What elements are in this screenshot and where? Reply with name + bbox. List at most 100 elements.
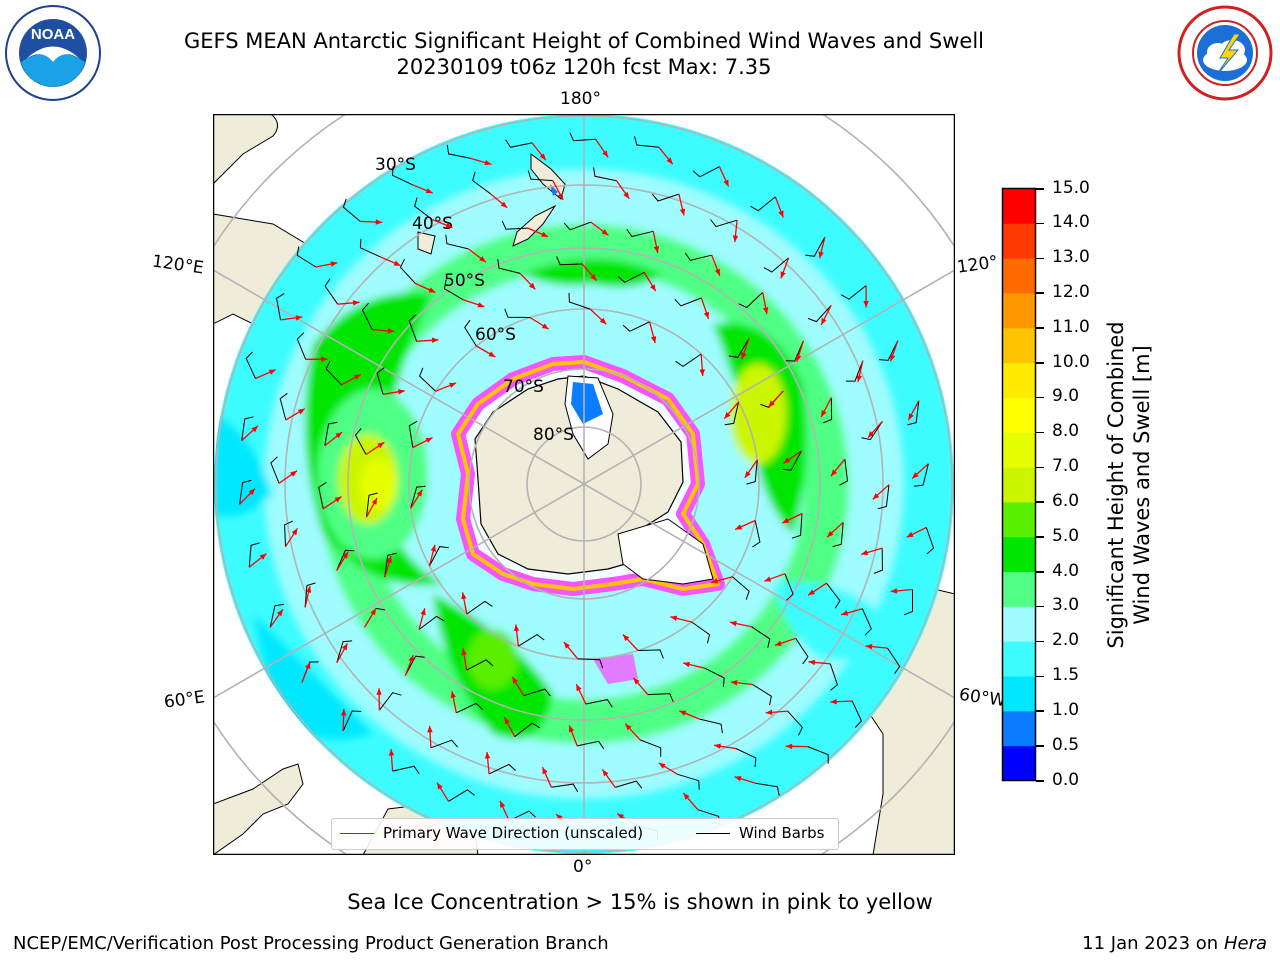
wind-barb	[577, 658, 604, 669]
wind-barb	[428, 546, 449, 567]
wind-barb	[446, 144, 471, 159]
wind-barb	[846, 360, 864, 382]
colorbar-segment	[1002, 432, 1036, 468]
wave-direction-arrowhead	[420, 608, 426, 616]
wave-direction-arrowhead	[484, 752, 491, 759]
wind-barb	[851, 700, 863, 728]
wave-direction-arrowhead	[375, 219, 383, 225]
wind-barb	[877, 484, 890, 510]
noaa-logo-text: NOAA	[31, 26, 75, 43]
wind-barb	[514, 722, 541, 738]
wind-barb	[873, 548, 883, 574]
wave-direction-arrowhead	[539, 153, 546, 161]
wave-direction-arrowhead	[248, 488, 255, 496]
colorbar-tick-mark	[1036, 536, 1044, 538]
colorbar-tick-mark	[1036, 605, 1044, 608]
wave-direction-arrowhead	[488, 351, 496, 357]
wave-direction-arrowhead	[335, 432, 343, 439]
wind-barb	[284, 520, 294, 547]
date-host: Hera	[1223, 933, 1267, 954]
wind-barb	[791, 513, 803, 539]
wave-direction-arrowhead	[542, 767, 548, 775]
wave-direction-arrowhead	[768, 400, 775, 408]
wave-direction-arrowhead	[576, 684, 582, 692]
wind-barb	[832, 522, 844, 548]
wind-barb	[887, 647, 901, 674]
wave-direction-arrowhead	[376, 688, 382, 695]
lat-label-30s: 30°S	[375, 155, 416, 175]
wind-barb	[518, 633, 545, 647]
wind-barb	[296, 332, 307, 360]
wind-barb	[617, 271, 645, 283]
wave-direction-arrowhead	[623, 191, 630, 199]
wave-direction-arrowhead	[427, 725, 433, 733]
polar-map: 30°S 40°S 50°S 60°S 70°S 80°S	[213, 114, 955, 855]
wave-direction-arrowhead	[714, 268, 720, 276]
tasmania	[417, 231, 436, 255]
wave-direction-arrowhead	[431, 337, 439, 343]
colorbar-tick-label: 12.0	[1052, 281, 1090, 302]
wave-direction-arrowhead	[445, 222, 453, 228]
wave-direction-arrowhead	[683, 661, 690, 668]
wave-direction-arrowhead	[908, 413, 914, 421]
wave-direction-arrowhead	[625, 723, 632, 731]
colorbar-tick-mark	[1036, 780, 1044, 782]
wave-direction-arrowhead	[679, 710, 687, 716]
wind-barb	[807, 746, 829, 764]
colorbar-tick-label: 1.0	[1052, 699, 1080, 720]
chart-title: GEFS MEAN Antarctic Significant Height o…	[183, 29, 985, 53]
wind-barb	[505, 139, 533, 148]
wind-barb	[674, 297, 702, 307]
colorbar-tick-label: 0.5	[1052, 734, 1080, 755]
wave-direction-arrowhead	[342, 643, 348, 651]
colorbar-tick-mark	[1036, 640, 1044, 643]
wind-barb	[408, 314, 417, 342]
wind-barb	[568, 292, 591, 310]
wave-direction-arrowhead	[867, 431, 875, 438]
wind-barb	[752, 520, 761, 548]
wind-barb	[751, 626, 771, 648]
wind-barb	[805, 236, 826, 257]
credit-text: NCEP/EMC/Verification Post Processing Pr…	[13, 933, 609, 954]
wind-barb	[637, 649, 664, 659]
wind-barb	[410, 485, 426, 509]
wind-barb	[807, 304, 832, 323]
wind-barb	[750, 196, 776, 212]
wind-barb	[735, 748, 757, 767]
wave-direction-arrowhead	[321, 356, 328, 362]
wave-direction-arrowhead	[912, 472, 919, 479]
colorbar-segment	[1002, 467, 1036, 503]
wave-direction-arrowhead	[783, 457, 791, 464]
colorbar-tick-mark	[1036, 675, 1044, 678]
wave-direction-arrowhead	[461, 592, 467, 600]
wind-legend-label: Wind Barbs	[739, 824, 825, 842]
wind-barb	[651, 193, 680, 202]
wave-direction-arrowhead	[683, 793, 690, 800]
wave-direction-arrowhead	[416, 489, 423, 497]
wind-barb	[270, 456, 280, 484]
wave-direction-arrowhead	[430, 544, 436, 552]
colorbar-segment	[1002, 188, 1036, 224]
wave-direction-arrowhead	[599, 317, 607, 325]
lon-label-0: 0°	[573, 857, 593, 877]
wave-direction-arrowhead	[259, 553, 267, 560]
wave-direction-arrowhead	[679, 208, 686, 216]
wind-barb	[563, 221, 591, 231]
wave-direction-arrowhead	[290, 470, 298, 477]
wave-direction-arrowhead	[330, 261, 338, 267]
wave-direction-arrowhead	[569, 725, 575, 733]
wind-barb	[296, 246, 317, 268]
wind-barb	[823, 397, 833, 424]
wind-barb	[354, 427, 367, 455]
wave-direction-arrowhead	[500, 800, 506, 808]
wind-barb	[342, 198, 361, 222]
wave-direction-arrowhead	[342, 551, 349, 559]
wave-direction-arrowhead	[251, 425, 258, 433]
wind-barb	[527, 170, 553, 182]
colorbar-segment	[1002, 397, 1036, 433]
wave-legend-label: Primary Wave Direction (unscaled)	[383, 824, 644, 842]
wind-barb	[241, 416, 254, 441]
colorbar-label-line2: Wind Waves and Swell [m]	[1130, 345, 1154, 625]
antarctica	[451, 355, 725, 684]
wind-barb	[615, 780, 643, 789]
